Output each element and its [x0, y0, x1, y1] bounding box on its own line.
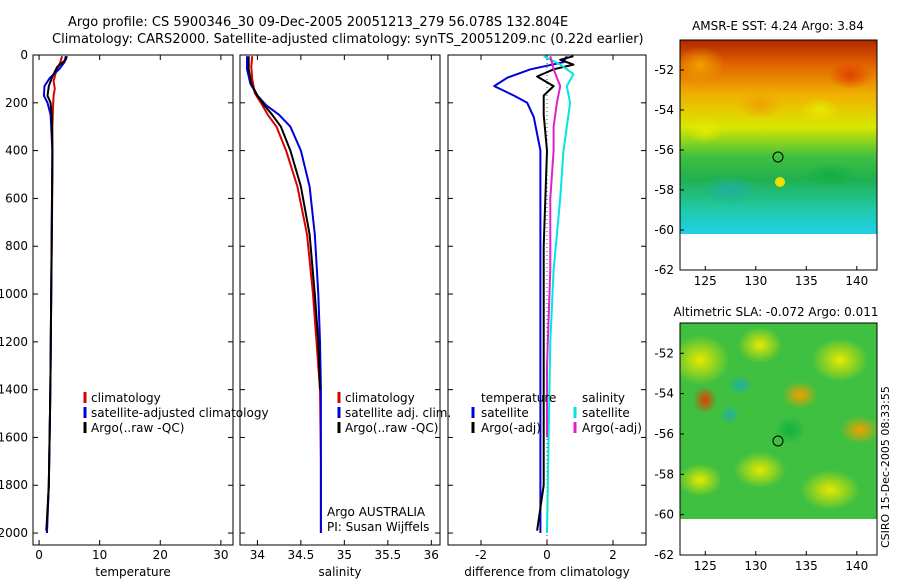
depth-tick-label: 600 — [5, 191, 28, 205]
annotation-pi: PI: Susan Wijffels — [327, 520, 429, 534]
map-y-tick-label: -58 — [654, 467, 674, 481]
sst-argo-location-marker — [772, 151, 784, 163]
x-tick-label: 10 — [92, 548, 107, 562]
legend-label: satellite — [481, 406, 529, 420]
x-tick-label: 36 — [424, 548, 439, 562]
depth-tick-label: 1200 — [0, 335, 28, 349]
depth-tick-label: 1600 — [0, 430, 28, 444]
series-line-temperature-argo-adj- — [536, 55, 575, 531]
series-line-climatology — [250, 56, 322, 533]
map-y-tick-label: -54 — [654, 387, 674, 401]
map-y-tick-label: -52 — [654, 346, 674, 360]
map-x-tick-label: 135 — [795, 559, 818, 573]
series-line-satellite-adj-clim- — [246, 56, 322, 533]
map-y-tick-label: -54 — [654, 103, 674, 117]
legend-label: climatology — [91, 391, 161, 405]
temperature-panel-frame — [32, 54, 234, 546]
x-tick-label: -2 — [475, 548, 487, 562]
title-line-2: Climatology: CARS2000. Satellite-adjuste… — [52, 32, 644, 47]
map-x-tick-label: 130 — [744, 559, 767, 573]
series-line-argo-raw-qc- — [247, 56, 321, 390]
legend-title-salinity: salinity — [582, 391, 625, 405]
depth-tick-label: 1400 — [0, 383, 28, 397]
series-line-argo-raw-qc- — [45, 55, 68, 531]
x-tick-label: 0 — [543, 548, 551, 562]
temperature-axis-ticks: 0 10 20 30 — [33, 54, 233, 562]
salinity-axis-ticks: 34 34.5 35 35.5 36 — [240, 54, 440, 562]
legend-label: Argo(-adj) — [582, 421, 642, 435]
sla-map-title: Altimetric SLA: -0.072 Argo: 0.011 — [673, 305, 878, 319]
salinity-panel-frame — [239, 54, 441, 546]
map-y-tick-label: -60 — [654, 508, 674, 522]
map-y-tick-label: -60 — [654, 223, 674, 237]
map-x-tick-label: 125 — [694, 274, 717, 288]
x-tick-label: 34.5 — [288, 548, 315, 562]
legend-label: satellite adj. clim. — [345, 406, 451, 420]
temperature-xlabel: temperature — [95, 565, 170, 579]
x-tick-label: 34 — [250, 548, 265, 562]
map-y-tick-label: -56 — [654, 143, 674, 157]
legend-label: Argo(..raw -QC) — [345, 421, 438, 435]
map-x-tick-label: 140 — [845, 274, 868, 288]
map-x-tick-label: 130 — [744, 274, 767, 288]
difference-series — [493, 55, 575, 534]
depth-axis-labels: 0 200 400 600 800 1000 1200 1400 1600 1800 2000 — [0, 48, 28, 540]
legend-label: Argo(..raw -QC) — [91, 421, 184, 435]
sst-heatmap — [680, 40, 877, 234]
map-x-tick-label: 125 — [694, 559, 717, 573]
sst-map-axis-ticks: 125 130 135 140 -52 -54 -56 -58 -60 -62 — [654, 63, 868, 288]
x-tick-label: 35.5 — [374, 548, 401, 562]
sla-heatmap — [680, 323, 877, 519]
annotation-program: Argo AUSTRALIA — [327, 505, 426, 519]
x-tick-label: 35 — [337, 548, 352, 562]
depth-tick-label: 400 — [5, 144, 28, 158]
sla-map-axis-ticks: 125 130 135 140 -52 -54 -56 -58 -60 -62 — [654, 346, 868, 573]
legend-title-temperature: temperature — [481, 391, 556, 405]
x-tick-label: 30 — [213, 548, 228, 562]
depth-tick-label: 800 — [5, 239, 28, 253]
series-line-satellite-adjusted-climatology — [42, 56, 67, 534]
sst-map-frame — [679, 39, 878, 271]
map-y-tick-label: -58 — [654, 183, 674, 197]
series-line-salinity-argo-adj- — [546, 55, 562, 438]
salinity-xlabel: salinity — [318, 565, 361, 579]
depth-tick-label: 200 — [5, 96, 28, 110]
legend-label: climatology — [345, 391, 415, 405]
temperature-series — [42, 55, 68, 534]
depth-tick-label: 1000 — [0, 287, 28, 301]
map-y-tick-label: -62 — [654, 548, 674, 562]
footer-timestamp: CSIRO 15-Dec-2005 08:33:55 — [879, 386, 892, 548]
x-tick-label: 0 — [35, 548, 43, 562]
map-x-tick-label: 140 — [845, 559, 868, 573]
difference-legend: temperature satellite Argo(-adj) salinit… — [471, 391, 642, 435]
map-x-tick-label: 135 — [795, 274, 818, 288]
sla-argo-location-marker — [772, 435, 784, 447]
series-line-temperature-satellite — [493, 55, 568, 533]
legend-label: Argo(-adj) — [481, 421, 541, 435]
sla-map-frame — [679, 322, 878, 556]
x-tick-label: 2 — [609, 548, 617, 562]
map-y-tick-label: -62 — [654, 263, 674, 277]
depth-tick-label: 0 — [20, 48, 28, 62]
depth-tick-label: 1800 — [0, 478, 28, 492]
difference-xlabel: difference from climatology — [464, 565, 630, 579]
x-tick-label: 20 — [153, 548, 168, 562]
salinity-legend: climatology satellite adj. clim. Argo(..… — [327, 391, 451, 534]
title-line-1: Argo profile: CS 5900346_30 09-Dec-2005 … — [68, 15, 568, 30]
sst-map-title: AMSR-E SST: 4.24 Argo: 3.84 — [692, 19, 864, 33]
series-line-salinity-satellite — [543, 55, 575, 534]
difference-axis-ticks: -2 0 2 — [448, 54, 646, 562]
legend-label: satellite — [582, 406, 630, 420]
temperature-legend: climatology satellite-adjusted climatolo… — [83, 391, 269, 435]
salinity-series — [246, 56, 322, 533]
depth-tick-label: 2000 — [0, 526, 28, 540]
map-y-tick-label: -52 — [654, 63, 674, 77]
map-y-tick-label: -56 — [654, 427, 674, 441]
legend-label: satellite-adjusted climatology — [91, 406, 269, 420]
